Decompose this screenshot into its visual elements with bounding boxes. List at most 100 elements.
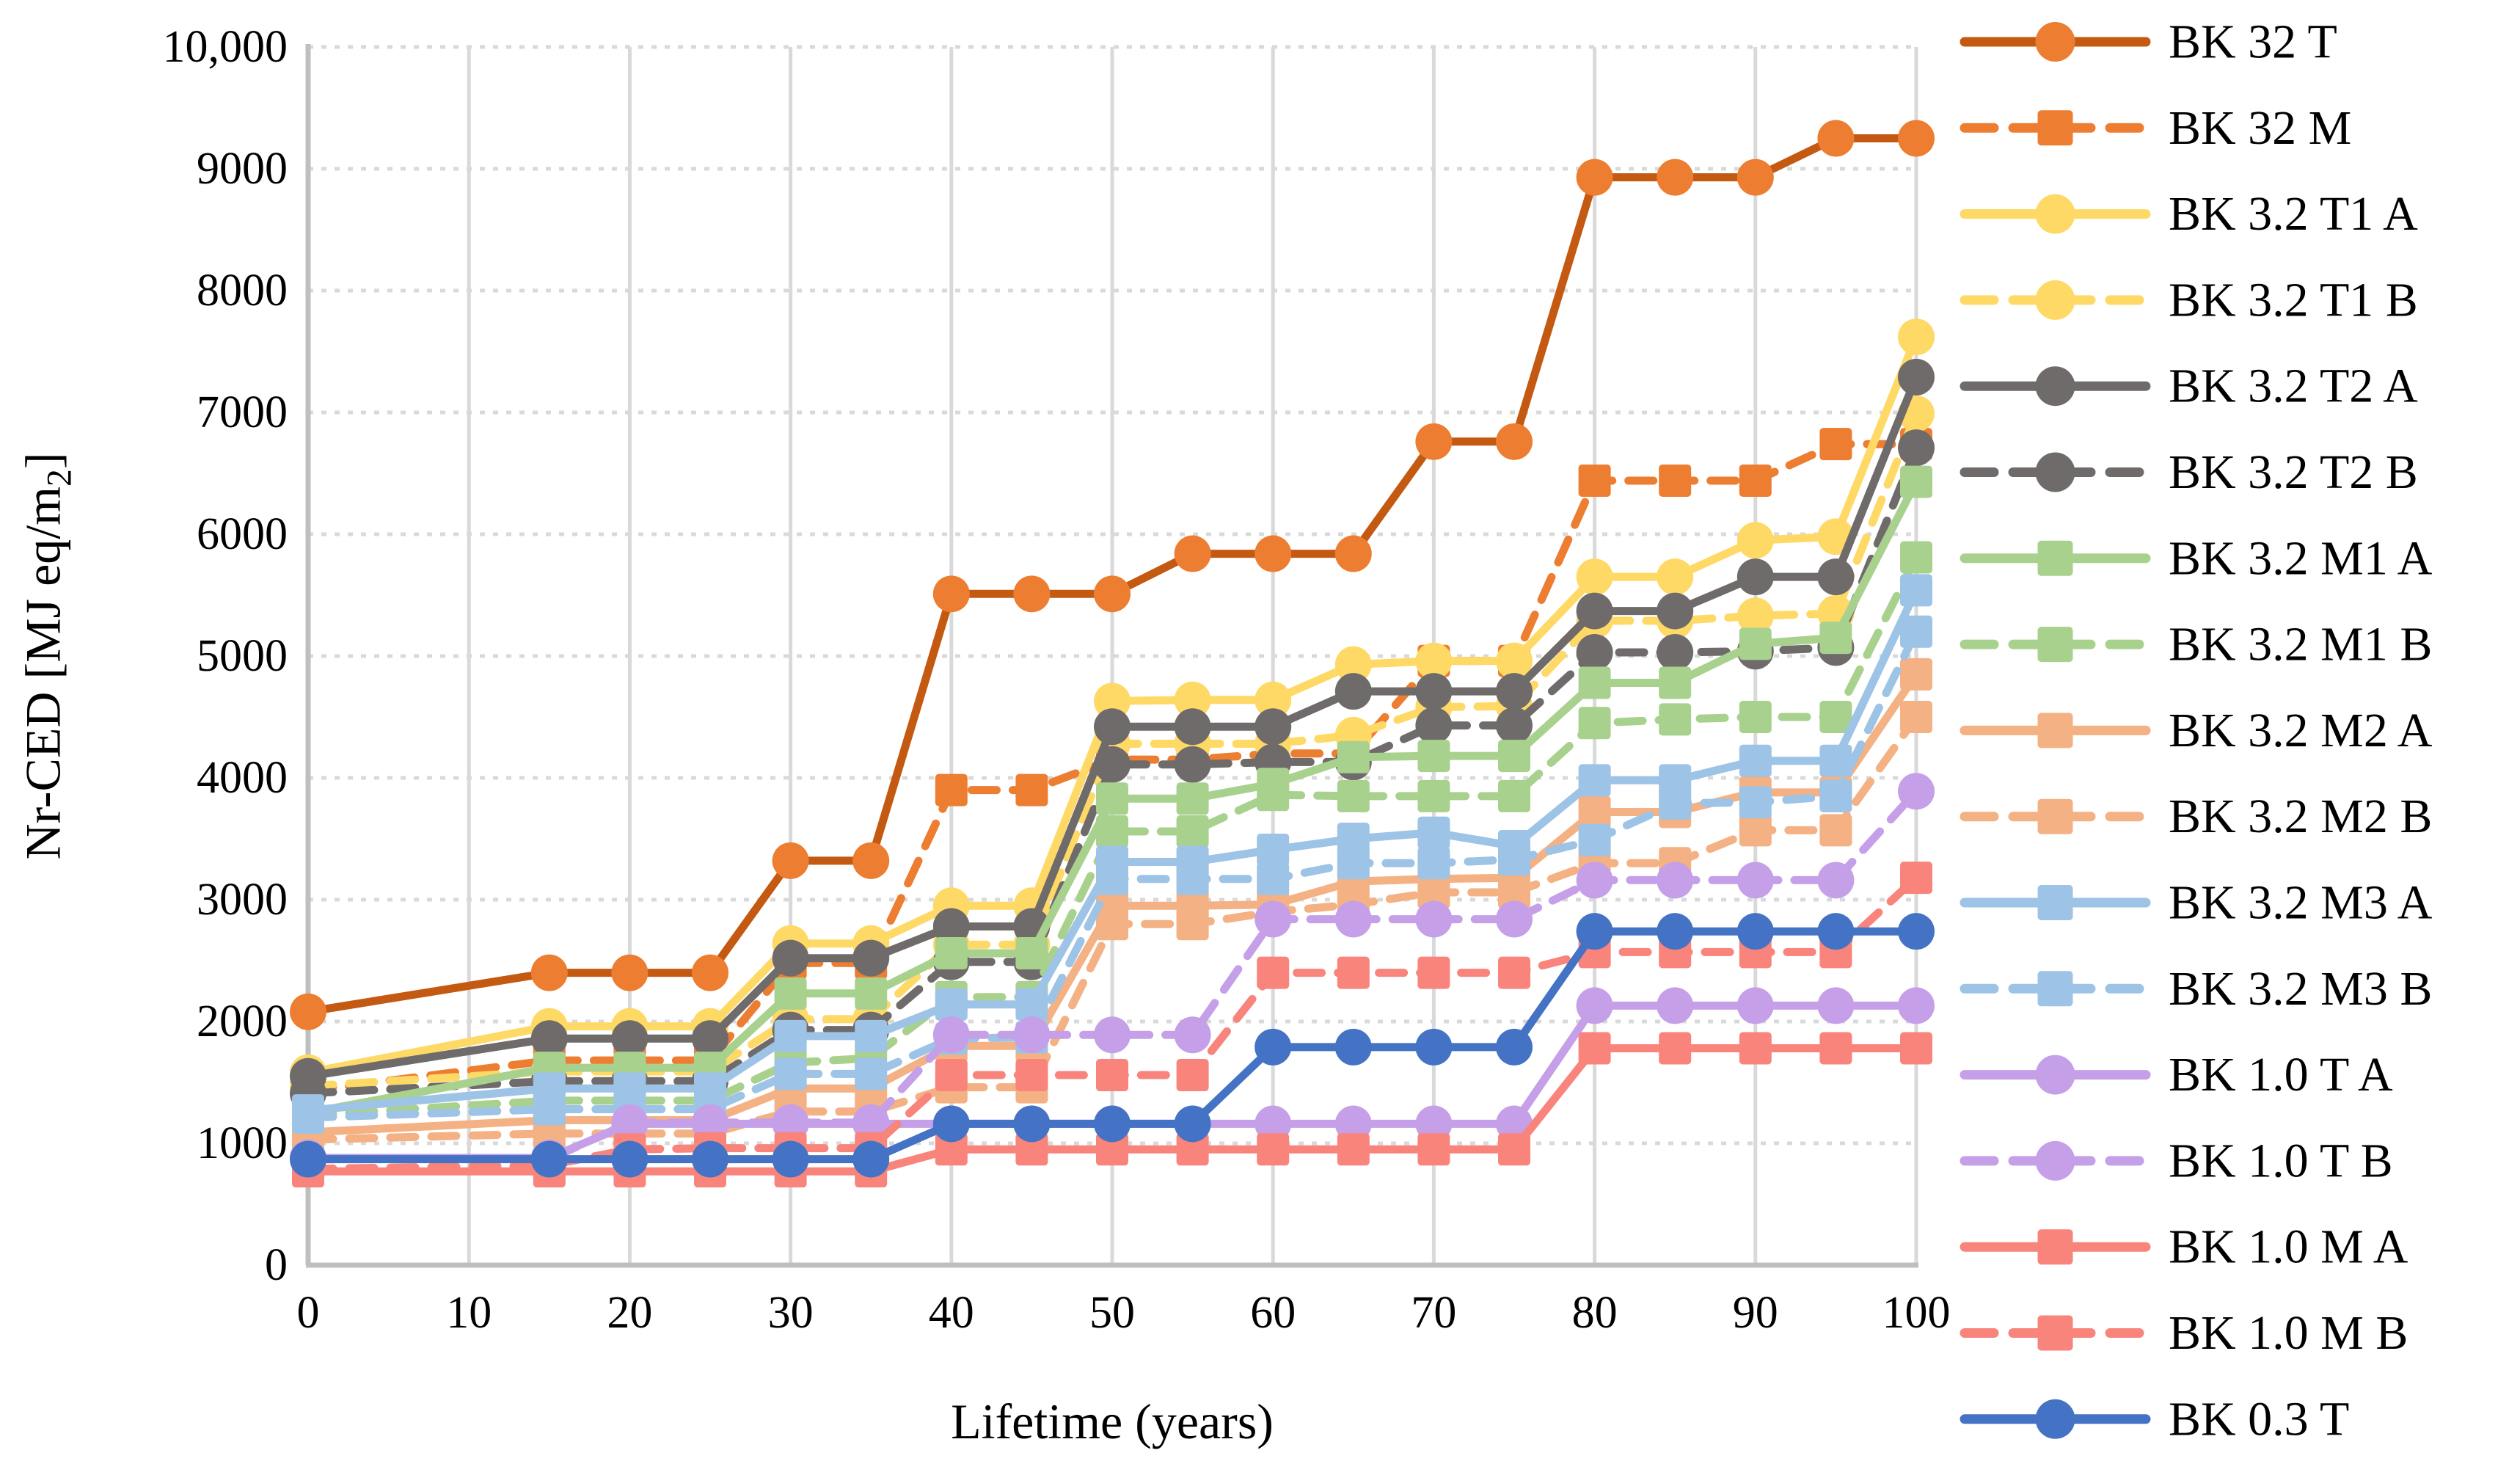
legend-marker-bk-10-t-b xyxy=(2035,1140,2075,1181)
series-marker-bk-32-t2-a xyxy=(1898,358,1935,396)
series-marker-bk-10-m-b xyxy=(1337,956,1370,989)
series-marker-bk-32-m1-a xyxy=(1578,666,1611,699)
series-marker-bk-03-t xyxy=(1174,1105,1211,1143)
series-marker-bk-32-m1-a xyxy=(1659,666,1692,699)
series-marker-bk-32-t xyxy=(1496,423,1533,460)
series-marker-bk-32-m3-b xyxy=(1659,787,1692,820)
series-marker-bk-32-m2-a xyxy=(1578,795,1611,828)
series-marker-bk-10-t-b xyxy=(1736,862,1774,899)
series-marker-bk-10-m-a xyxy=(1739,1032,1772,1065)
y-tick-label: 8000 xyxy=(197,266,288,316)
series-marker-bk-32-m2-b xyxy=(1819,814,1852,847)
series-marker-bk-32-m3-a xyxy=(1819,744,1852,777)
y-axis-title-suffix: ] xyxy=(15,452,71,470)
series-marker-bk-32-m1-b xyxy=(1819,701,1852,733)
series-marker-bk-10-t-a xyxy=(1736,987,1774,1024)
series-marker-bk-32-m1-b xyxy=(1337,779,1370,812)
series-marker-bk-32-t2-a xyxy=(1334,673,1372,710)
x-tick-label: 100 xyxy=(1882,1288,1951,1338)
series-marker-bk-32-t xyxy=(1334,535,1372,572)
series-marker-bk-32-t1-a xyxy=(1254,681,1292,718)
series-marker-bk-32-m1-a xyxy=(1096,782,1128,815)
legend-label-bk-32-m3-a: BK 3.2 M3 A xyxy=(2169,876,2433,930)
series-marker-bk-10-t-b xyxy=(1496,900,1533,938)
series-marker-bk-32-m1-a xyxy=(1498,740,1530,773)
series-marker-bk-32-t xyxy=(692,954,728,991)
series-marker-bk-10-t-b xyxy=(1013,1016,1051,1054)
series-marker-bk-32-m3-a xyxy=(1257,833,1290,866)
series-marker-bk-32-t xyxy=(1898,120,1935,157)
series-marker-bk-32-t xyxy=(1254,535,1292,572)
legend-marker-bk-03-t xyxy=(2035,1399,2075,1439)
legend-label-bk-32-t2-a: BK 3.2 T2 A xyxy=(2169,360,2418,413)
legend-label-bk-32-m1-a: BK 3.2 M1 A xyxy=(2169,531,2433,585)
series-marker-bk-10-t-a xyxy=(1898,987,1935,1024)
x-tick-label: 30 xyxy=(768,1288,814,1338)
series-marker-bk-32-m3-b xyxy=(1096,862,1128,895)
y-axis-title-text: Nr-CED [MJ eq/m xyxy=(15,486,71,860)
legend-label-bk-03-t: BK 0.3 T xyxy=(2169,1392,2349,1446)
series-marker-bk-32-m3-b xyxy=(292,1101,324,1135)
series-marker-bk-32-t2-b xyxy=(1415,707,1453,744)
series-marker-bk-10-m-a xyxy=(1900,1032,1932,1065)
series-marker-bk-32-t2-a xyxy=(530,1020,568,1057)
series-marker-bk-03-t xyxy=(1817,913,1855,950)
legend-label-bk-10-m-a: BK 1.0 M A xyxy=(2169,1220,2408,1274)
series-marker-bk-32-t2-a xyxy=(1174,708,1211,746)
series-marker-bk-32-t xyxy=(772,842,809,879)
series-marker-bk-32-m3-b xyxy=(1819,779,1852,812)
series-marker-bk-32-m1-a xyxy=(1819,622,1852,655)
x-tick-label: 50 xyxy=(1089,1288,1135,1338)
series-marker-bk-32-t2-a xyxy=(1576,592,1613,630)
series-marker-bk-32-t2-a xyxy=(1094,708,1131,746)
series-marker-bk-32-t1-b xyxy=(1736,597,1774,635)
series-marker-bk-32-t2-a xyxy=(1657,592,1694,630)
series-marker-bk-03-t xyxy=(932,1105,970,1143)
series-marker-bk-32-m1-b xyxy=(1739,701,1772,733)
series-marker-bk-32-m3-a xyxy=(1337,823,1370,855)
legend-marker-bk-32-m xyxy=(2037,110,2073,146)
series-marker-bk-32-t2-a xyxy=(611,1020,649,1057)
legend-marker-bk-32-m2-a xyxy=(2037,713,2073,749)
series-marker-bk-10-m-a xyxy=(1337,1133,1370,1166)
series-marker-bk-10-t-a xyxy=(1334,1105,1372,1143)
series-marker-bk-32-t1-a xyxy=(1496,642,1533,680)
series-marker-bk-10-t-b xyxy=(1898,773,1935,810)
series-marker-bk-32-m1-b xyxy=(1257,779,1290,812)
series-marker-bk-32-t xyxy=(530,954,568,991)
series-marker-bk-10-t-a xyxy=(1657,987,1694,1024)
legend-label-bk-32-m2-a: BK 3.2 M2 A xyxy=(2169,704,2433,757)
series-marker-bk-32-t2-b xyxy=(1898,429,1935,467)
series-marker-bk-03-t xyxy=(1013,1105,1051,1143)
series-marker-bk-32-t2-b xyxy=(1094,746,1131,783)
series-marker-bk-03-t xyxy=(1254,1028,1292,1066)
series-marker-bk-32-t2-a xyxy=(852,939,890,977)
series-marker-bk-32-m3-a xyxy=(1015,988,1048,1021)
legend-marker-bk-32-m3-b xyxy=(2037,971,2073,1007)
y-tick-label: 10,000 xyxy=(163,22,288,72)
legend-label-bk-32-t: BK 32 T xyxy=(2169,15,2337,69)
series-marker-bk-10-t-a xyxy=(1254,1105,1292,1143)
series-marker-bk-32-t xyxy=(290,993,326,1030)
series-marker-bk-10-m-b xyxy=(1900,862,1932,895)
series-marker-bk-10-m-b xyxy=(1015,1059,1048,1092)
legend-label-bk-32-t2-b: BK 3.2 T2 B xyxy=(2169,445,2418,499)
series-marker-bk-32-m1-a xyxy=(1337,740,1370,773)
series-marker-bk-10-m-a xyxy=(935,1133,968,1166)
series-marker-bk-32-m xyxy=(1819,428,1852,461)
series-marker-bk-10-t-b xyxy=(1817,862,1855,899)
series-marker-bk-32-m xyxy=(1739,464,1772,497)
series-marker-bk-10-t-b xyxy=(1415,900,1453,938)
legend-marker-bk-32-t1-b xyxy=(2035,280,2075,320)
series-marker-bk-32-t xyxy=(852,842,890,879)
series-marker-bk-32-m1-b xyxy=(1900,541,1932,574)
series-marker-bk-32-m1-a xyxy=(1176,782,1209,815)
series-marker-bk-32-m2-b xyxy=(1096,908,1128,941)
series-marker-bk-32-t xyxy=(1736,159,1774,196)
series-marker-bk-10-m-a xyxy=(1659,1032,1692,1065)
series-marker-bk-32-t xyxy=(1013,575,1051,613)
series-marker-bk-32-t xyxy=(1657,159,1694,196)
series-marker-bk-10-t-b xyxy=(1174,1016,1211,1054)
series-marker-bk-32-m xyxy=(1659,464,1692,497)
